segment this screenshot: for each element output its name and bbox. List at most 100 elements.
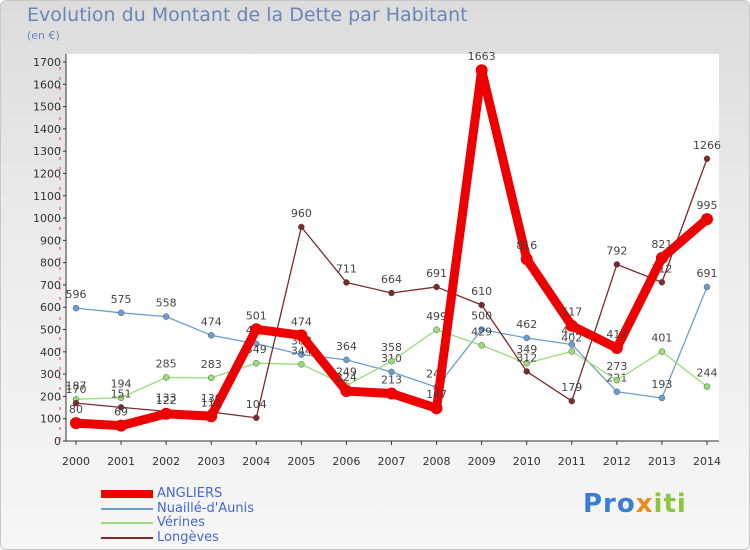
data-label: 474 (291, 315, 312, 328)
data-label: 417 (606, 328, 627, 341)
data-label: 1663 (468, 50, 496, 63)
x-tick-label: 2004 (242, 455, 270, 468)
legend-label: ANGLIERS (157, 486, 223, 501)
data-point (655, 251, 668, 264)
data-point (117, 309, 125, 317)
y-tick-label: 900 (40, 234, 61, 247)
data-label: 285 (156, 357, 177, 370)
chart-title: Evolution du Montant de la Dette par Hab… (27, 4, 468, 26)
data-point (343, 356, 350, 364)
data-label: 429 (471, 325, 492, 338)
y-tick-label: 1700 (33, 56, 61, 69)
data-point (433, 283, 440, 291)
data-label: 133 (156, 391, 177, 404)
x-tick-label: 2005 (287, 455, 315, 468)
data-label: 499 (426, 310, 447, 323)
data-point (162, 374, 170, 381)
data-label: 401 (651, 332, 672, 345)
data-point (523, 334, 530, 342)
data-point (298, 223, 305, 231)
y-tick-label: 100 (40, 413, 61, 426)
data-label: 147 (426, 388, 447, 401)
y-tick-label: 700 (40, 279, 61, 292)
y-tick-label: 200 (40, 390, 61, 403)
y-tick-label: 0 (54, 435, 61, 448)
data-point (703, 283, 711, 291)
data-point (340, 385, 353, 398)
data-point (568, 397, 576, 405)
data-label: 501 (246, 309, 267, 322)
y-tick-label: 500 (40, 324, 61, 337)
x-tick-label: 2011 (558, 455, 586, 468)
data-point (70, 417, 82, 430)
data-point (162, 313, 170, 320)
data-label: 691 (697, 267, 718, 280)
data-label: 462 (516, 318, 537, 331)
data-point (295, 329, 308, 342)
data-label: 610 (471, 285, 492, 298)
legend: ANGLIERS Nuaillé-d'Aunis Vérines Longèves (101, 486, 255, 546)
data-label: 1266 (693, 139, 721, 152)
data-label: 179 (561, 381, 582, 394)
data-label: 104 (246, 398, 267, 411)
data-label: 711 (336, 262, 357, 275)
data-point (703, 155, 711, 163)
y-tick-label: 400 (40, 346, 61, 359)
data-label: 69 (114, 406, 128, 419)
x-tick-label: 2014 (693, 455, 721, 468)
data-point (388, 289, 395, 297)
data-label: 816 (516, 239, 537, 252)
data-label: 151 (111, 387, 132, 400)
y-tick-label: 1600 (33, 78, 61, 91)
data-label: 358 (381, 341, 402, 354)
y-tick-label: 300 (40, 368, 61, 381)
y-tick-label: 1000 (33, 212, 61, 225)
legend-item: Longèves (101, 530, 254, 546)
data-label: 122 (156, 394, 177, 407)
data-point (253, 359, 260, 367)
data-label: 193 (651, 378, 672, 391)
legend-label: Nuaillé-d'Aunis (157, 500, 255, 516)
data-point (565, 319, 578, 332)
chart-subtitle: (en €) (27, 29, 60, 42)
data-label: 558 (156, 297, 177, 310)
data-point (72, 399, 80, 407)
data-point (433, 326, 440, 334)
data-point (207, 374, 215, 382)
data-label: 349 (516, 343, 537, 356)
data-label: 364 (336, 340, 357, 353)
data-point (388, 368, 395, 376)
data-point (475, 64, 488, 77)
x-tick-label: 2003 (197, 455, 225, 468)
x-tick-label: 2006 (332, 455, 360, 468)
data-label: 960 (291, 207, 312, 220)
y-tick-label: 600 (40, 301, 61, 314)
data-label: 170 (66, 383, 87, 396)
data-point (613, 388, 621, 395)
data-point (478, 342, 485, 349)
y-tick-label: 1300 (33, 145, 61, 158)
data-point (117, 404, 125, 411)
data-point (568, 341, 576, 348)
x-tick-label: 2002 (152, 455, 180, 468)
data-point (703, 383, 711, 390)
data-point (658, 279, 666, 286)
y-tick-label: 1200 (33, 167, 61, 180)
data-point (207, 332, 215, 339)
proxiti-logo: Proxiti (583, 489, 687, 519)
data-point (568, 348, 576, 355)
data-label: 111 (201, 396, 222, 409)
data-label: 517 (561, 306, 582, 319)
x-tick-label: 2001 (107, 455, 135, 468)
data-label: 213 (381, 374, 402, 387)
legend-item: ANGLIERS (101, 486, 254, 502)
data-point (478, 326, 485, 333)
data-label: 575 (111, 293, 132, 306)
legend-swatch (101, 507, 153, 510)
data-point (343, 279, 350, 286)
data-point (388, 357, 395, 365)
legend-label: Vérines (157, 515, 205, 530)
data-label: 244 (697, 367, 718, 380)
data-label: 194 (111, 378, 132, 391)
data-label: 224 (336, 371, 357, 384)
